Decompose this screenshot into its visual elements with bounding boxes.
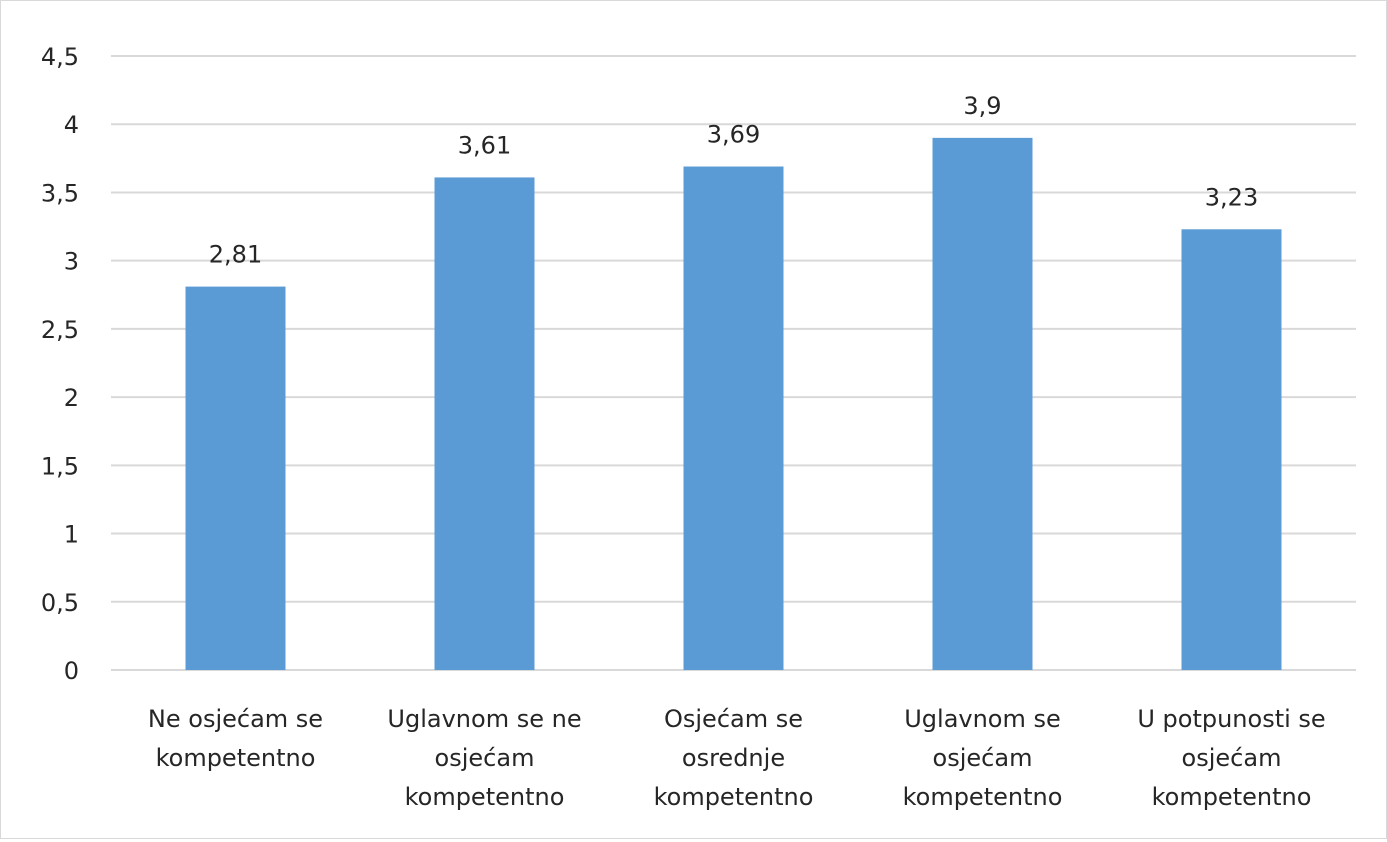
x-category-label-line: kompetentno <box>1152 783 1312 811</box>
x-category-label-line: osjećam <box>933 744 1033 772</box>
x-category-label-line: kompetentno <box>156 744 316 772</box>
y-axis-ticks: 0 0,5 1 1,5 2 2,5 3 3,5 4 4,5 <box>41 43 79 685</box>
y-tick-label: 0,5 <box>41 589 79 617</box>
x-category-label-line: kompetentno <box>405 783 565 811</box>
data-labels: 2,81 3,61 3,69 3,9 3,23 <box>209 92 1258 269</box>
y-tick-label: 4 <box>64 111 79 139</box>
x-category-label: Uglavnom se osjećam kompetentno <box>903 705 1063 811</box>
bar <box>434 177 535 671</box>
y-tick-label: 1 <box>64 521 79 549</box>
x-axis-categories: Ne osjećam se kompetentno Uglavnom se ne os… <box>148 705 1326 811</box>
x-category-label: Osjećam se osrednje kompetentno <box>654 705 814 811</box>
x-category-label-line: Osjećam se <box>664 705 803 733</box>
y-tick-label: 4,5 <box>41 43 79 71</box>
bar <box>932 137 1033 670</box>
bar <box>1181 229 1282 671</box>
x-category-label-line: Uglavnom se ne <box>387 705 581 733</box>
y-tick-label: 3 <box>64 248 79 276</box>
x-category-label-line: osrednje <box>682 744 785 772</box>
bar <box>185 286 286 670</box>
x-category-label-line: Uglavnom se <box>904 705 1061 733</box>
data-label: 3,9 <box>963 92 1001 120</box>
x-category-label-line: osjećam <box>1182 744 1282 772</box>
bar <box>683 166 784 670</box>
y-tick-label: 2,5 <box>41 316 79 344</box>
y-tick-label: 0 <box>64 657 79 685</box>
x-category-label-line: kompetentno <box>903 783 1063 811</box>
x-category-label: Uglavnom se ne osjećam kompetentno <box>387 705 581 811</box>
y-tick-label: 2 <box>64 384 79 412</box>
x-category-label-line: Ne osjećam se <box>148 705 323 733</box>
x-category-label-line: osjećam <box>435 744 535 772</box>
data-label: 3,69 <box>707 121 760 149</box>
x-category-label: Ne osjećam se kompetentno <box>148 705 323 772</box>
x-category-label: U potpunosti se osjećam kompetentno <box>1137 705 1325 811</box>
data-label: 3,61 <box>458 131 511 159</box>
x-category-label-line: kompetentno <box>654 783 814 811</box>
y-tick-label: 1,5 <box>41 452 79 480</box>
data-label: 2,81 <box>209 241 262 269</box>
x-category-label-line: U potpunosti se <box>1137 705 1325 733</box>
bars <box>185 137 1282 671</box>
data-label: 3,23 <box>1205 183 1258 211</box>
y-tick-label: 3,5 <box>41 179 79 207</box>
